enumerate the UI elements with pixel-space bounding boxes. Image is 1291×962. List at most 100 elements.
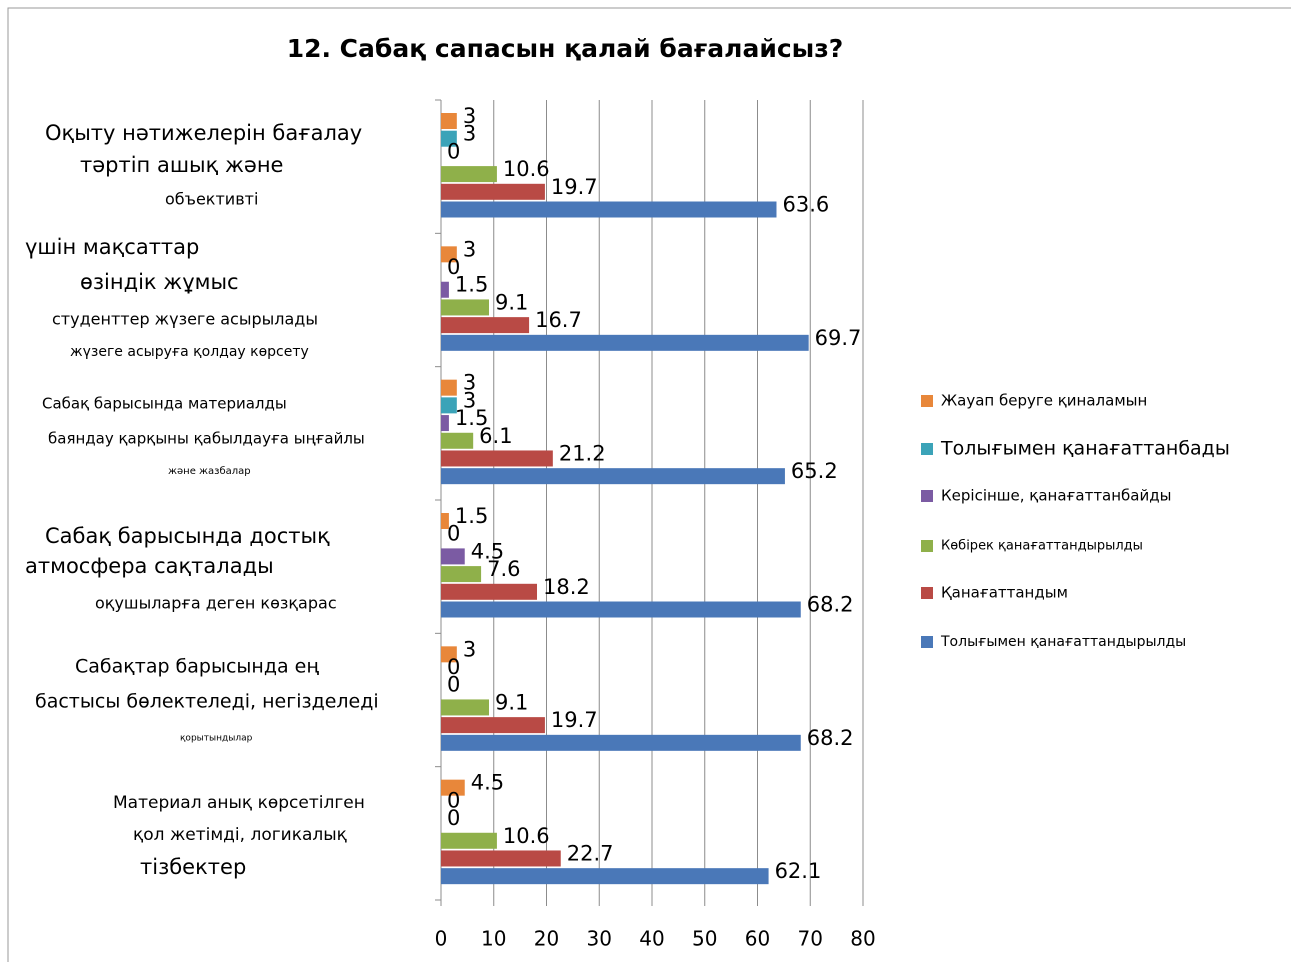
value-label: 3 xyxy=(463,237,476,261)
category-label: бастысы бөлектеледі, негізделеді xyxy=(35,691,379,713)
value-label: 1.5 xyxy=(455,406,488,430)
value-label: 0 xyxy=(447,139,460,163)
bar xyxy=(441,583,538,600)
legend-swatch xyxy=(921,587,933,599)
value-label: 62.1 xyxy=(775,859,822,883)
value-label: 68.2 xyxy=(807,593,854,617)
legend-label: Толығымен қанағаттанбады xyxy=(940,438,1230,460)
legend-swatch xyxy=(921,395,933,407)
value-label: 0 xyxy=(447,655,460,679)
legend-label: Көбірек қанағаттандырылды xyxy=(941,539,1143,554)
category-label: Материал анық көрсетілген xyxy=(113,793,365,813)
x-tick-label: 70 xyxy=(798,927,823,951)
category-label: Сабақтар барысында ең xyxy=(75,656,319,678)
value-label: 19.7 xyxy=(551,175,598,199)
x-tick-label: 50 xyxy=(692,927,717,951)
x-tick-label: 40 xyxy=(639,927,664,951)
x-tick-label: 60 xyxy=(745,927,770,951)
legend-swatch xyxy=(921,490,933,502)
chart-title: 12. Сабақ сапасын қалай бағалайсыз? xyxy=(287,34,844,63)
bar xyxy=(441,566,482,583)
bar xyxy=(441,868,769,885)
value-label: 3 xyxy=(463,637,476,661)
bar xyxy=(441,334,809,351)
bar xyxy=(441,415,449,432)
category-label: тізбектер xyxy=(140,855,246,879)
bar xyxy=(441,299,490,316)
bar xyxy=(441,779,465,796)
value-label: 7.6 xyxy=(487,557,520,581)
bar xyxy=(441,717,545,734)
bar xyxy=(441,734,801,751)
category-label: үшін мақсаттар xyxy=(25,235,199,259)
value-label: 4.5 xyxy=(471,539,504,563)
value-label: 3 xyxy=(463,371,476,395)
category-label: тәртіп ашық және xyxy=(80,153,283,177)
value-label: 22.7 xyxy=(567,841,614,865)
legend-label: Керісінше, қанағаттанбайды xyxy=(941,487,1171,505)
value-label: 9.1 xyxy=(495,690,528,714)
category-label: жүзеге асыруға қолдау көрсету xyxy=(70,344,309,360)
bar xyxy=(441,246,457,263)
value-label: 10.6 xyxy=(503,157,550,181)
value-label: 18.2 xyxy=(543,575,590,599)
bar xyxy=(441,646,457,663)
category-label: өзіндік жұмыс xyxy=(80,270,239,294)
value-label: 69.7 xyxy=(815,326,862,350)
value-label: 9.1 xyxy=(495,290,528,314)
value-label: 65.2 xyxy=(791,459,838,483)
bar xyxy=(441,850,561,867)
bar xyxy=(441,450,553,467)
value-label: 3 xyxy=(463,104,476,128)
x-tick-label: 30 xyxy=(587,927,612,951)
bar xyxy=(441,513,449,529)
value-label: 68.2 xyxy=(807,726,854,750)
bar xyxy=(441,699,490,716)
bar xyxy=(441,468,785,485)
legend-label: Жауап беруге қиналамын xyxy=(941,392,1147,410)
category-label: қорытындылар xyxy=(180,734,253,744)
category-label: қол жетімді, логикалық xyxy=(133,825,347,845)
bar xyxy=(441,317,530,334)
x-tick-label: 80 xyxy=(850,927,875,951)
legend-label: Толығымен қанағаттандырылды xyxy=(940,634,1186,650)
x-tick-label: 10 xyxy=(481,927,506,951)
x-tick-label: 20 xyxy=(534,927,559,951)
bar xyxy=(441,832,497,849)
legend-label: Қанағаттандым xyxy=(941,584,1068,602)
category-label: Сабақ барысында материалды xyxy=(42,395,287,413)
value-label: 3 xyxy=(463,388,476,412)
bar xyxy=(441,166,497,183)
bar xyxy=(441,201,777,218)
bar xyxy=(441,183,545,200)
category-label: студенттер жүзеге асырылады xyxy=(52,310,318,329)
bar xyxy=(441,548,465,565)
bar xyxy=(441,281,449,298)
value-label: 0 xyxy=(447,673,460,697)
bar xyxy=(441,397,457,414)
value-label: 19.7 xyxy=(551,708,598,732)
value-label: 21.2 xyxy=(559,441,606,465)
category-label: атмосфера сақталады xyxy=(25,554,274,578)
category-label: баяндау қарқыны қабылдауға ыңғайлы xyxy=(48,430,365,448)
chart-frame xyxy=(7,7,1291,962)
value-label: 0 xyxy=(447,522,460,546)
bar xyxy=(441,130,457,147)
category-label: Оқыту нәтижелерін бағалау xyxy=(45,121,362,145)
value-label: 6.1 xyxy=(479,424,512,448)
value-label: 3 xyxy=(463,122,476,146)
value-label: 0 xyxy=(447,255,460,279)
value-label: 10.6 xyxy=(503,824,550,848)
bar xyxy=(441,432,474,449)
value-label: 4.5 xyxy=(471,771,504,795)
bar xyxy=(441,601,801,618)
value-label: 0 xyxy=(447,806,460,830)
category-label: және жазбалар xyxy=(168,466,251,477)
bar xyxy=(441,379,457,396)
category-label: объективті xyxy=(165,190,258,209)
value-label: 16.7 xyxy=(535,308,582,332)
legend-swatch xyxy=(921,443,933,455)
value-label: 0 xyxy=(447,788,460,812)
bar xyxy=(441,113,457,129)
